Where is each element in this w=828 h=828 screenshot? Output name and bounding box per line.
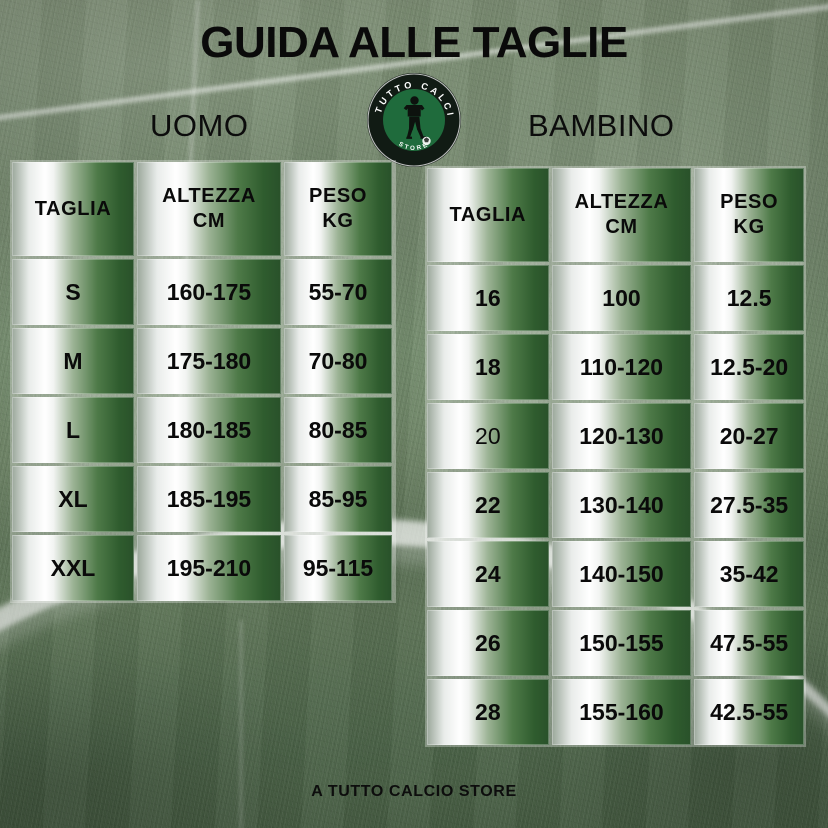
table-row: XL 185-195 85-95: [12, 466, 394, 532]
header-cell-taglia: TAGLIA: [427, 168, 549, 262]
cell-altezza: 195-210: [137, 535, 281, 601]
cell-altezza: 130-140: [551, 472, 692, 538]
header-altezza-line1: ALTEZZA: [574, 191, 669, 213]
header-peso-line1: PESO: [720, 191, 779, 213]
cell-taglia: L: [12, 397, 134, 463]
cell-taglia: 24: [427, 541, 549, 607]
cell-peso: 95-115: [284, 535, 392, 601]
cell-peso: 42.5-55: [694, 679, 804, 745]
header-cell-peso: PESO KG: [694, 168, 804, 262]
cell-peso: 35-42: [694, 541, 804, 607]
cell-taglia: M: [12, 328, 134, 394]
table-row: 26 150-155 47.5-55: [427, 610, 804, 676]
header-peso-line2: KG: [733, 216, 765, 238]
page-title: GUIDA ALLE TAGLIE: [200, 18, 628, 67]
kids-section-label: BAMBINO: [528, 108, 675, 143]
header-peso-line1: PESO: [309, 185, 367, 207]
table-row: L 180-185 80-85: [12, 397, 394, 463]
cell-peso: 47.5-55: [694, 610, 804, 676]
men-section-label: UOMO: [150, 108, 249, 143]
cell-taglia: XXL: [12, 535, 134, 601]
table-row: S 160-175 55-70: [12, 259, 394, 325]
cell-altezza: 110-120: [551, 334, 692, 400]
brand-logo: A TUTTO CALCIO STORE: [366, 72, 462, 168]
cell-taglia: 16: [427, 265, 549, 331]
table-row: 24 140-150 35-42: [427, 541, 804, 607]
header-cell-peso: PESO KG: [284, 162, 392, 256]
cell-taglia: 26: [427, 610, 549, 676]
cell-peso: 12.5: [694, 265, 804, 331]
cell-peso: 80-85: [284, 397, 392, 463]
header-peso-line2: KG: [322, 210, 354, 232]
table-row: 28 155-160 42.5-55: [427, 679, 804, 745]
table-row: 20 120-130 20-27: [427, 403, 804, 469]
footer-brand-text: A TUTTO CALCIO STORE: [311, 783, 517, 800]
cell-taglia: XL: [12, 466, 134, 532]
header-altezza-line2: CM: [605, 216, 638, 238]
cell-taglia: 20: [427, 403, 549, 469]
table-row: XXL 195-210 95-115: [12, 535, 394, 601]
cell-peso: 27.5-35: [694, 472, 804, 538]
header-cell-taglia: TAGLIA: [12, 162, 134, 256]
cell-altezza: 140-150: [551, 541, 692, 607]
cell-peso: 20-27: [694, 403, 804, 469]
cell-peso: 70-80: [284, 328, 392, 394]
cell-taglia: 18: [427, 334, 549, 400]
header-cell-altezza: ALTEZZA CM: [551, 168, 692, 262]
svg-text:STORE: STORE: [397, 141, 430, 152]
cell-altezza: 160-175: [137, 259, 281, 325]
table-row: 22 130-140 27.5-35: [427, 472, 804, 538]
table-row: M 175-180 70-80: [12, 328, 394, 394]
table-row: 16 100 12.5: [427, 265, 804, 331]
cell-taglia: 28: [427, 679, 549, 745]
header-taglia-line1: TAGLIA: [34, 197, 112, 220]
cell-altezza: 185-195: [137, 466, 281, 532]
cell-altezza: 150-155: [551, 610, 692, 676]
pitch-line-vertical-2: [238, 620, 244, 828]
cell-taglia: S: [12, 259, 134, 325]
cell-altezza: 155-160: [551, 679, 692, 745]
table-header-row: TAGLIA ALTEZZA CM PESO KG: [427, 168, 804, 262]
header-altezza-line2: CM: [192, 210, 226, 232]
cell-peso: 85-95: [284, 466, 392, 532]
kids-size-table: TAGLIA ALTEZZA CM PESO KG 16: [425, 166, 806, 747]
table-row: 18 110-120 12.5-20: [427, 334, 804, 400]
cell-altezza: 100: [551, 265, 692, 331]
header-taglia-line1: TAGLIA: [449, 203, 527, 226]
table-header-row: TAGLIA ALTEZZA CM PESO KG: [12, 162, 394, 256]
men-size-table: TAGLIA ALTEZZA CM PESO KG S: [10, 160, 396, 603]
cell-peso: 12.5-20: [694, 334, 804, 400]
cell-altezza: 120-130: [551, 403, 692, 469]
cell-altezza: 180-185: [137, 397, 281, 463]
cell-peso: 55-70: [284, 259, 392, 325]
cell-taglia: 22: [427, 472, 549, 538]
header-altezza-line1: ALTEZZA: [162, 185, 256, 207]
cell-altezza: 175-180: [137, 328, 281, 394]
header-cell-altezza: ALTEZZA CM: [137, 162, 281, 256]
